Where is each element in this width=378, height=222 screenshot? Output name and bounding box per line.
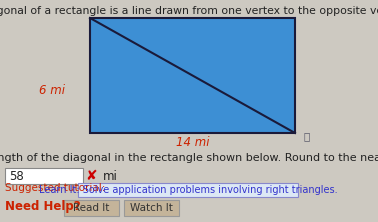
Bar (78, 183, 298, 197)
Text: 58: 58 (9, 170, 24, 182)
Text: Find the length of the diagonal in the rectangle shown below. Round to the neare: Find the length of the diagonal in the r… (0, 153, 378, 163)
Text: ✘: ✘ (85, 169, 97, 183)
Text: Read It: Read It (73, 203, 110, 213)
Text: 6 mi: 6 mi (39, 83, 65, 97)
Text: A diagonal of a rectangle is a line drawn from one vertex to the opposite vertex: A diagonal of a rectangle is a line draw… (0, 6, 378, 16)
Text: Suggested tutorial:: Suggested tutorial: (5, 183, 105, 193)
Text: Watch It: Watch It (130, 203, 173, 213)
Bar (124, 200, 179, 216)
Text: ⓘ: ⓘ (304, 131, 310, 141)
Text: 14 mi: 14 mi (176, 137, 210, 149)
Text: mi: mi (103, 170, 118, 182)
Text: Learn It: Solve application problems involving right triangles.: Learn It: Solve application problems inv… (39, 185, 337, 195)
Bar (64, 200, 119, 216)
Text: Need Help?: Need Help? (5, 200, 81, 212)
Bar (90, 18, 295, 133)
Bar (5, 168, 83, 184)
